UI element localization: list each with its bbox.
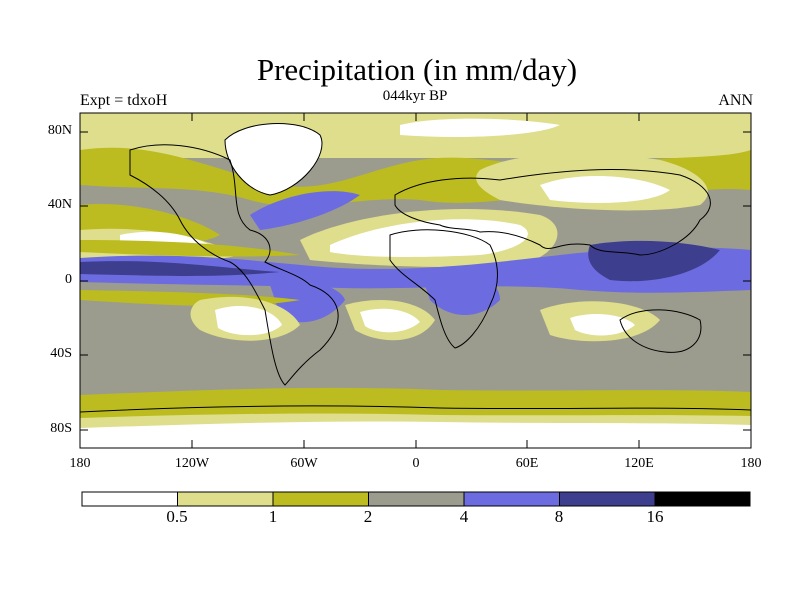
colorbar	[81, 491, 751, 507]
colorbar-box-3	[272, 491, 369, 507]
lon-tick-label: 0	[412, 456, 420, 471]
lon-tick-label: 60W	[290, 456, 318, 471]
lon-tick-label: 180	[69, 456, 91, 471]
lat-tick-label: 80N	[47, 123, 72, 138]
colorbar-box-5	[463, 491, 560, 507]
period-label: 044kyr BP	[382, 88, 448, 104]
lat-tick-label: 80S	[50, 421, 72, 436]
colorbar-box-1	[81, 491, 178, 507]
colorbar-box-2	[177, 491, 274, 507]
lon-tick-label: 120E	[624, 456, 654, 471]
axis-ticks	[80, 113, 751, 448]
lon-tick-label: 60E	[515, 456, 539, 471]
colorbar-label: 4	[459, 507, 469, 526]
colorbar-label: 0.5	[166, 507, 188, 526]
colorbar-label: 16	[646, 507, 664, 526]
colorbar-label: 1	[268, 507, 278, 526]
colorbar-box-6	[559, 491, 656, 507]
colorbar-label: 8	[554, 507, 564, 526]
lat-tick-label: 0	[65, 272, 72, 287]
lat-tick-label: 40S	[50, 346, 72, 361]
season-label: ANN	[718, 92, 753, 109]
lon-tick-label: 180	[740, 456, 762, 471]
map-title: Precipitation (in mm/day)	[256, 52, 578, 87]
experiment-label: Expt = tdxoH	[80, 92, 168, 109]
colorbar-box-4	[368, 491, 465, 507]
colorbar-label: 2	[363, 507, 373, 526]
lat-tick-label: 40N	[47, 197, 72, 212]
colorbar-box-7	[654, 491, 751, 507]
lon-tick-label: 120W	[174, 456, 210, 471]
